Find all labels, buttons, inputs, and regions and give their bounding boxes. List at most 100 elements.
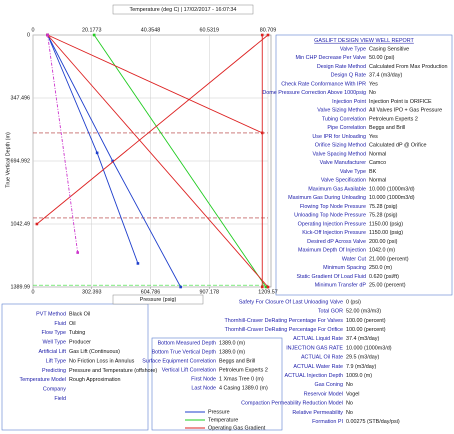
x-tick-label: 907.178: [200, 289, 220, 295]
point: [260, 33, 264, 37]
field-label: Kick-Off Injection Pressure: [302, 230, 366, 236]
y-tick-label: 0: [27, 32, 30, 38]
field-label: Desired dP Across Valve: [307, 239, 366, 245]
field-value: Pressure and Temperature (offshore): [69, 368, 157, 374]
field-label: Injection Point: [332, 99, 366, 105]
x2-tick-label: 60.5319: [200, 27, 220, 33]
field-value: Producer: [69, 340, 91, 346]
field-label: Orifice Sizing Method: [315, 143, 366, 149]
field-label: Pipe Correlation: [327, 125, 366, 131]
field-value: No: [346, 401, 353, 407]
field-label: Relative Permeability: [292, 410, 343, 416]
field-value: 37.4 (m3/day): [346, 336, 379, 342]
x2-tick-label: 40.3548: [141, 27, 161, 33]
field-label: Dome Pressure Correction Above 1000psig: [262, 90, 366, 96]
field-label: First Node: [191, 376, 216, 382]
field-label: Bottom True Vertical Depth: [152, 349, 216, 355]
field-value: Calculated dP @ Orifice: [369, 143, 427, 149]
field-label: Flowing Top Node Pressure: [300, 204, 366, 210]
legend-label: Temperature: [208, 417, 238, 423]
field-value: 50.00 (psi): [369, 55, 395, 61]
series-line: [47, 34, 79, 253]
field-value: No: [346, 410, 353, 416]
field-label: Artificial Lift: [38, 349, 66, 355]
field-value: 1 Xmas Tree 0 (m): [219, 376, 264, 382]
series-line: [36, 34, 269, 225]
field-value: Calculated From Max Production: [369, 64, 448, 70]
series-line: [47, 34, 263, 134]
field-value: Yes: [369, 134, 378, 140]
field-label: Formation PI: [312, 419, 343, 425]
legend-label: Pressure: [208, 409, 230, 415]
field-value: All Valves IPO + Gas Pressure: [369, 108, 442, 114]
field-value: Normal: [369, 151, 386, 157]
title-box: [112, 4, 254, 15]
field-label: Valve Type: [340, 46, 366, 52]
field-value: 0.00275 (STB/day/psi): [346, 419, 400, 425]
field-label: Valve Manufacturer: [320, 160, 367, 166]
field-value: Camco: [369, 160, 386, 166]
field-label: Water Cut: [342, 256, 367, 262]
field-label: Predicting: [42, 368, 66, 374]
y-axis-title: True Vertical Depth (m): [5, 132, 11, 188]
field-value: No: [369, 90, 376, 96]
field-value: 1389.0 (m): [219, 349, 245, 355]
field-label: Static Gradient Of Load Fluid: [296, 274, 366, 280]
field-label: Maximum Gas During Unloading: [288, 195, 366, 201]
field-value: Normal: [369, 178, 386, 184]
field-value: 1150.00 (psig): [369, 221, 403, 227]
field-value: Black Oil: [69, 311, 90, 317]
field-value: Rough Approximation: [69, 377, 121, 383]
system-panel: [1, 303, 149, 431]
field-label: Design Q Rate: [331, 73, 366, 79]
chart-title: Temperature (deg C) | 17/02/2017 - 16:07…: [130, 7, 237, 13]
field-label: Tubing Correlation: [322, 116, 366, 122]
point: [35, 222, 39, 226]
field-value: No Friction Loss in Annulus: [69, 358, 135, 364]
field-label: Thornhill-Craver DeRating Percentage For…: [225, 327, 343, 333]
field-value: 52.00 (m3/m3): [346, 309, 381, 315]
point: [266, 33, 270, 37]
field-value: 250.0 (m): [369, 265, 392, 271]
x-tick-label: 604.786: [141, 289, 161, 295]
x-tick-label: 1209.57: [258, 289, 278, 295]
x-title-box: [112, 294, 204, 305]
field-label: Unloading Top Node Pressure: [294, 213, 366, 219]
field-label: Minimum Transfer dP: [315, 283, 367, 289]
field-label: ACTUAL Liquid Rate: [293, 336, 343, 342]
y-tick-label: 694.992: [11, 158, 31, 164]
field-value: 0 (psi): [346, 299, 361, 305]
field-label: PVT Method: [36, 311, 66, 317]
field-label: Operating Injection Pressure: [298, 221, 366, 227]
field-value: 25.00 (percent): [369, 283, 406, 289]
field-value: 4 Casing 1389.0 (m): [219, 385, 268, 391]
field-label: Fluid: [54, 321, 66, 327]
field-label: Use IPR for Unloading: [312, 134, 366, 140]
field-value: 10.000 (1000m3/d): [346, 345, 392, 351]
field-label: Maximum Depth Of Injection: [298, 248, 366, 254]
point: [46, 33, 49, 37]
field-label: Design Rate Method: [317, 64, 366, 70]
field-value: 37.4 (m3/day): [369, 73, 402, 79]
field-label: Valve Sizing Method: [317, 108, 366, 114]
field-value: 100.00 (percent): [346, 318, 386, 324]
legend-label: Operating Gas Gradient: [208, 425, 266, 431]
field-label: Bottom Measured Depth: [158, 340, 216, 346]
x2-tick-label: 80.709: [260, 27, 277, 33]
field-label: Check Rate Conformance With IPR: [281, 81, 366, 87]
field-value: Beggs and Brill: [369, 125, 405, 131]
field-value: Oil: [69, 321, 76, 327]
field-value: Tubing: [69, 330, 85, 336]
field-label: Min CHP Decrease Per Valve: [295, 55, 366, 61]
field-value: Petroleum Experts 2: [219, 367, 268, 373]
field-value: 75.28 (psig): [369, 204, 398, 210]
field-label: Minimum Spacing: [323, 265, 366, 271]
field-value: 75.28 (psig): [369, 213, 398, 219]
series-line: [47, 34, 269, 288]
field-label: Compaction Permeability Reduction Model: [241, 401, 343, 407]
well-panel: [151, 337, 283, 431]
field-value: 1009.0 (m): [346, 373, 372, 379]
report-title: GASLIFT DESIGN VIEW WELL REPORT: [314, 38, 414, 44]
point: [92, 33, 96, 37]
field-value: 1150.00 (psig): [369, 230, 403, 236]
